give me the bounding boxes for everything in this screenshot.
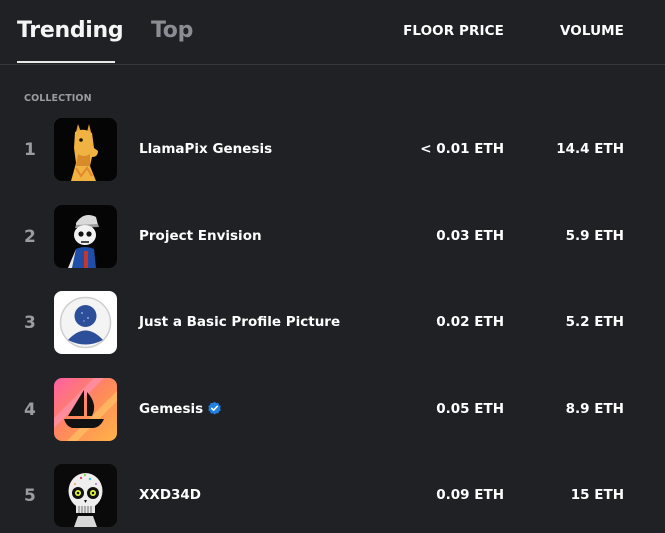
- volume: 14.4 ETH: [556, 141, 624, 157]
- active-tab-indicator: [17, 61, 115, 63]
- volume: 5.9 ETH: [565, 228, 624, 244]
- floor-price: 0.05 ETH: [436, 401, 504, 417]
- column-header-collection: COLLECTION: [24, 93, 92, 104]
- column-header-floor-price: FLOOR PRICE: [403, 23, 504, 39]
- rank-number: 1: [24, 140, 36, 160]
- table-row[interactable]: 4 Gemesis 0.05 ETH 8.9 ETH: [0, 378, 665, 442]
- skull-character-image[interactable]: [54, 205, 117, 268]
- collection-name[interactable]: Gemesis: [139, 401, 222, 417]
- floor-price: 0.03 ETH: [436, 228, 504, 244]
- collection-name[interactable]: Just a Basic Profile Picture: [139, 314, 341, 330]
- volume: 5.2 ETH: [565, 314, 624, 330]
- opensea-ship-image[interactable]: [54, 378, 117, 441]
- collection-name[interactable]: LlamaPix Genesis: [139, 141, 273, 157]
- tab-top[interactable]: Top: [151, 18, 194, 43]
- default-avatar-image[interactable]: [54, 291, 117, 354]
- floor-price: < 0.01 ETH: [420, 141, 504, 157]
- column-header-volume: VOLUME: [559, 23, 624, 39]
- tab-bar: Trending Top: [0, 0, 665, 65]
- table-row[interactable]: 3 Just a Basic Profile Picture 0.02 ETH …: [0, 291, 665, 355]
- llama-image[interactable]: [54, 118, 117, 181]
- floor-price: 0.02 ETH: [436, 314, 504, 330]
- collection-name[interactable]: XXD34D: [139, 487, 202, 503]
- verified-badge-icon: [208, 401, 221, 415]
- rank-number: 4: [24, 400, 36, 420]
- collection-name-text: Gemesis: [139, 401, 204, 417]
- rank-number: 5: [24, 486, 36, 506]
- rank-number: 3: [24, 313, 36, 333]
- tab-trending[interactable]: Trending: [17, 18, 124, 43]
- volume: 15 ETH: [570, 487, 624, 503]
- table-row[interactable]: 2 Project Envision 0.03 ETH 5.9 ETH: [0, 205, 665, 269]
- floor-price: 0.09 ETH: [436, 487, 504, 503]
- volume: 8.9 ETH: [565, 401, 624, 417]
- table-row[interactable]: 5 XXD34D 0.09 ETH 15 ETH: [0, 464, 665, 528]
- rank-number: 2: [24, 227, 36, 247]
- collection-name[interactable]: Project Envision: [139, 228, 262, 244]
- table-row[interactable]: 1 LlamaPix Genesis < 0.01 ETH 14.4 ETH: [0, 118, 665, 182]
- sugar-skull-image[interactable]: [54, 464, 117, 527]
